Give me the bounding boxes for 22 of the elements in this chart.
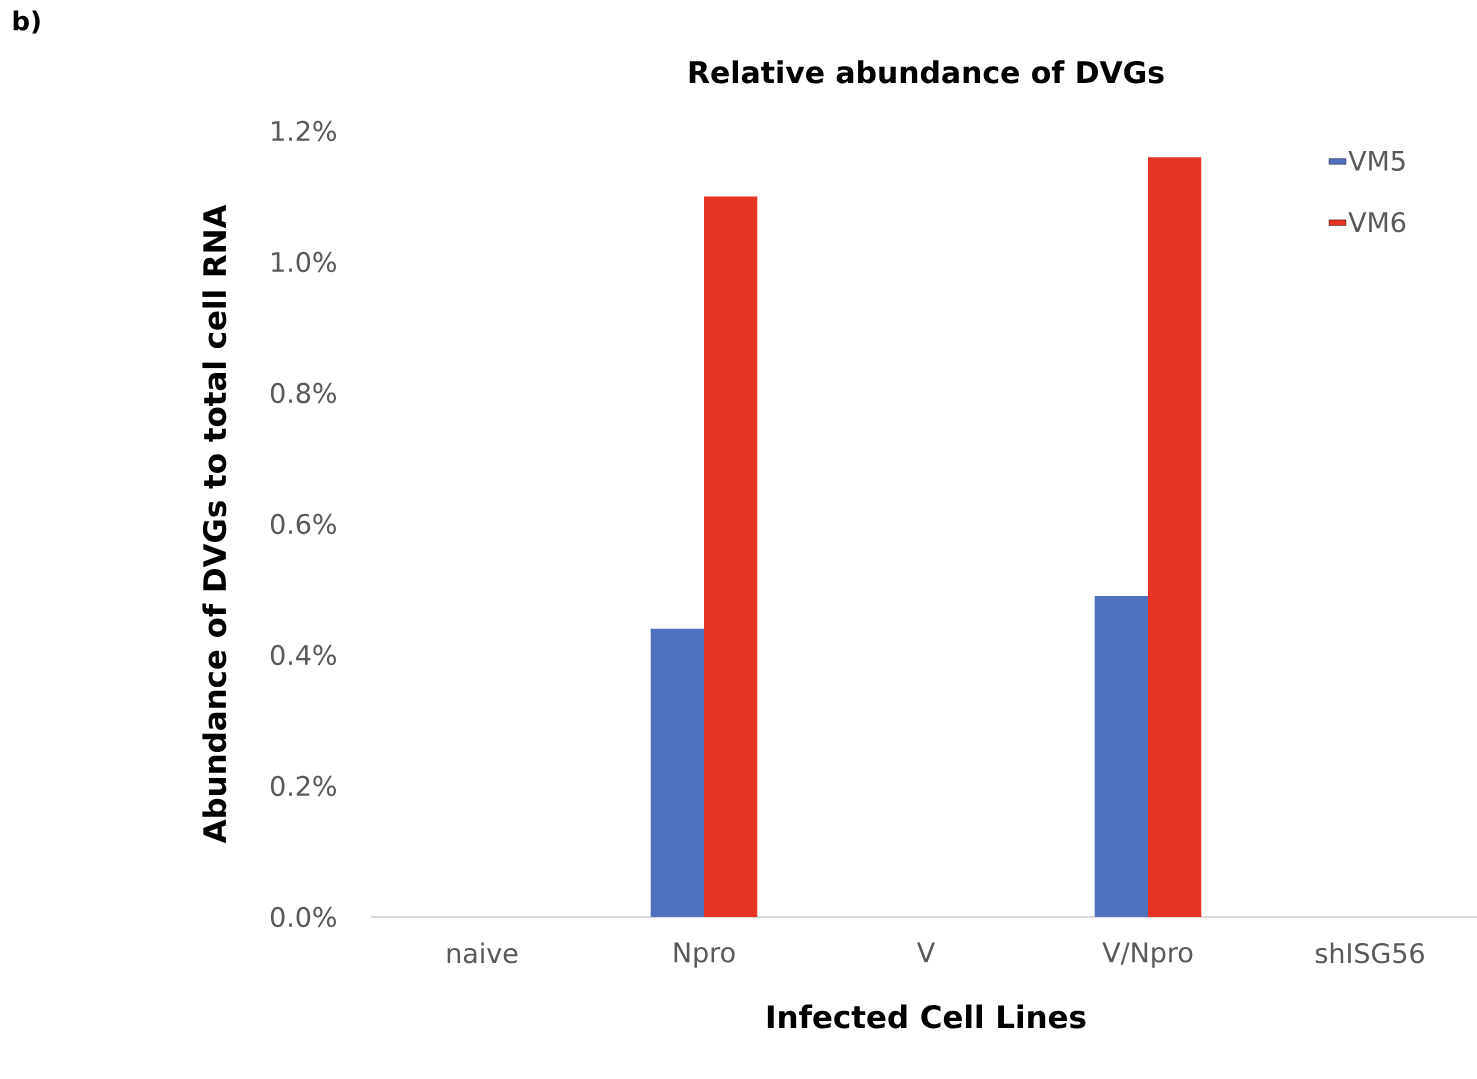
y-axis-title: Abundance of DVGs to total cell RNA (202, 204, 227, 844)
bar (704, 196, 758, 917)
y-tick-label: 1.2% (272, 120, 336, 142)
x-tick-label: V (916, 942, 935, 963)
bar (650, 628, 704, 917)
legend-label: VM6 (1348, 211, 1406, 233)
y-tick-label: 0.0% (270, 906, 336, 928)
x-tick-label: V/Npro (1102, 942, 1193, 968)
x-tick-label: shISG56 (1315, 942, 1424, 964)
x-axis-title: Infected Cell Lines (767, 1004, 1086, 1029)
y-tick-label: 0.6% (270, 513, 336, 535)
bar (1147, 157, 1202, 917)
y-tick-label: 0.2% (270, 775, 336, 797)
x-tick-label: naive (447, 942, 518, 964)
y-tick-label: 0.4% (270, 644, 336, 666)
x-tick-label: Npro (674, 942, 735, 968)
legend-label: VM5 (1348, 150, 1405, 171)
bar (1094, 596, 1148, 917)
y-tick-label: 0.8% (270, 382, 336, 404)
y-tick-label: 1.0% (272, 251, 336, 273)
chart-title: Relative abundance of DVGs (689, 60, 1164, 84)
text: b) (13, 10, 40, 34)
